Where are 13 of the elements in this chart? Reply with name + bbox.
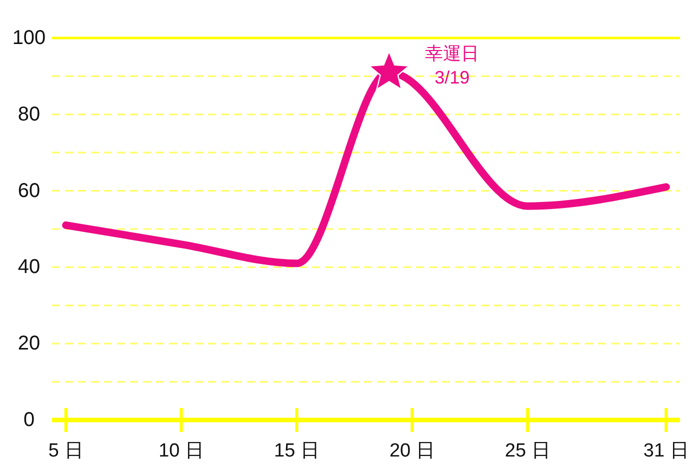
x-tick-label: 25 日 — [504, 440, 550, 462]
annotation: 幸運日 3/19 — [425, 43, 480, 88]
x-tick-label: 10 日 — [158, 440, 204, 462]
y-tick-label: 100 — [12, 27, 46, 49]
x-tick-label: 5 日 — [48, 440, 84, 462]
y-tick-label: 20 — [18, 332, 40, 355]
y-tick-label: 40 — [18, 256, 40, 278]
x-tick-label: 31 日 — [643, 440, 689, 462]
x-tick-label: 15 日 — [274, 440, 320, 462]
x-tick-label: 20 日 — [389, 440, 435, 462]
y-tick-label: 80 — [18, 103, 40, 126]
y-tick-label: 0 — [23, 409, 35, 431]
y-tick-label: 60 — [18, 180, 40, 202]
